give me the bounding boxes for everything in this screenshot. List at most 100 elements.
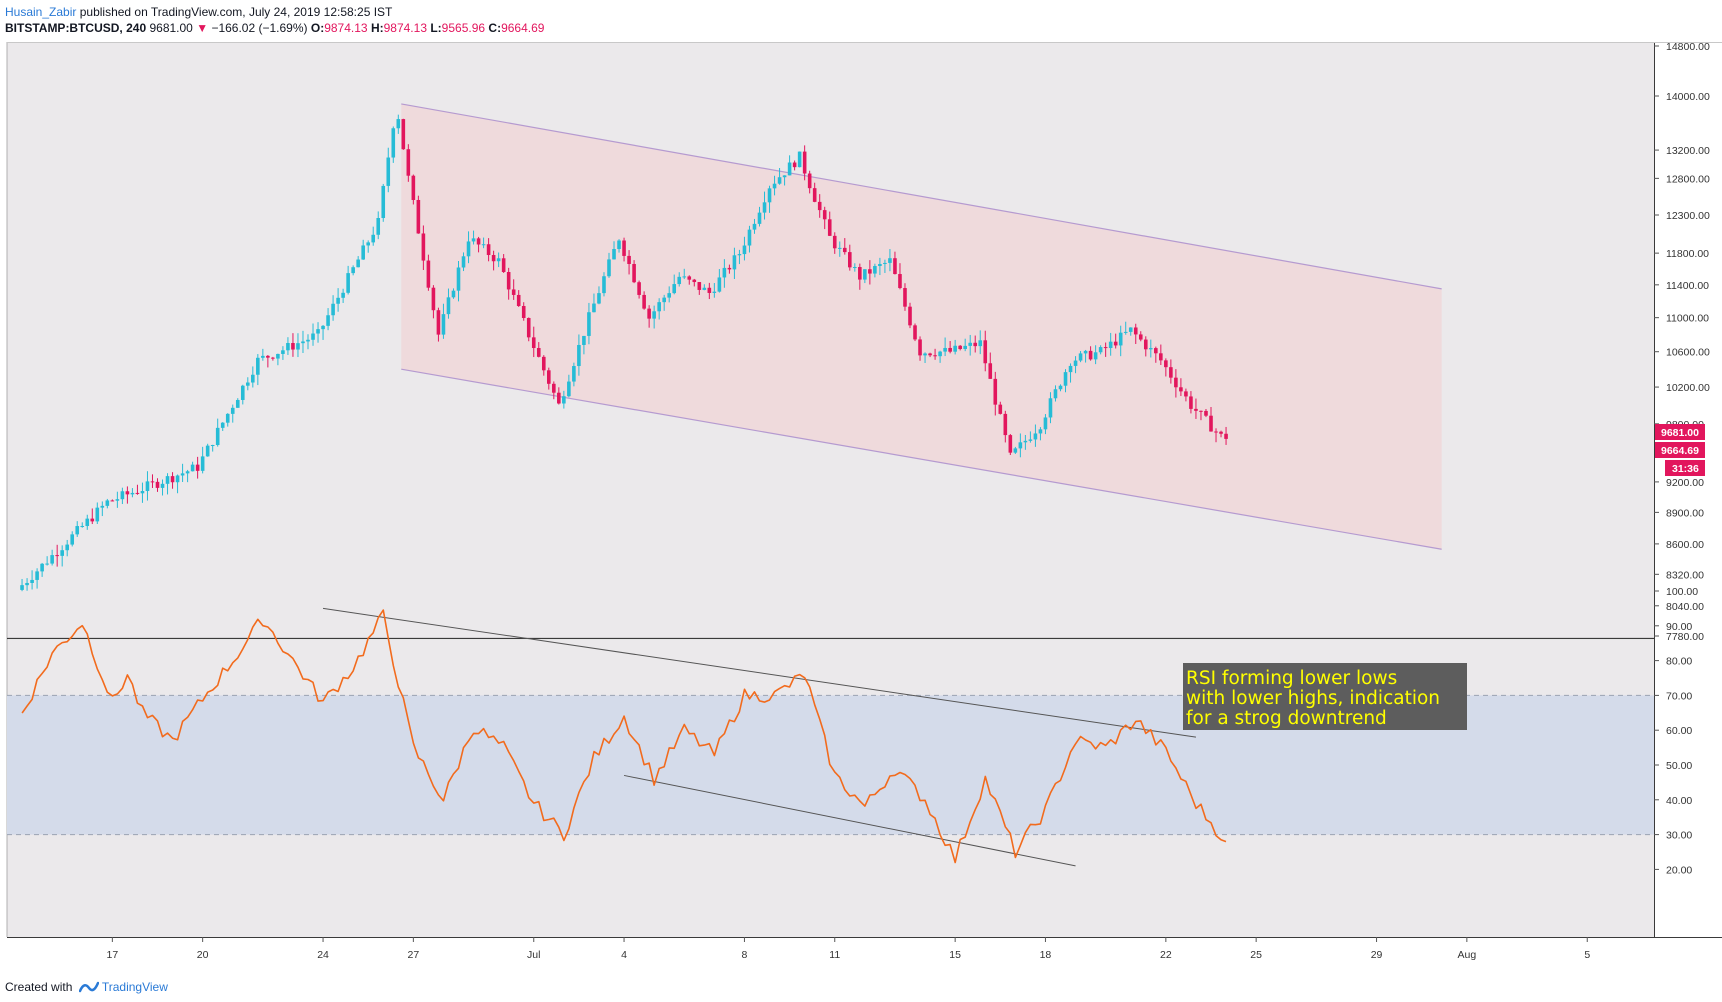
- footer: Created with TradingView: [5, 980, 168, 994]
- candle-body: [1098, 347, 1103, 353]
- candle-body: [40, 563, 44, 572]
- last-price-badge: [1655, 424, 1705, 440]
- candle-body: [1159, 353, 1163, 361]
- candle-body: [1113, 341, 1118, 346]
- rsi-axis-label: 70.00: [1666, 690, 1692, 702]
- candle-body: [762, 202, 767, 213]
- candle-body: [1078, 353, 1083, 361]
- price-axis-label: 7780.00: [1666, 631, 1704, 643]
- time-axis-ticks: 17 20 24 27 Jul 4 8 11 15 18 22 25 29 Aug 5: [107, 937, 1590, 961]
- candle-body: [772, 183, 777, 189]
- candle-body: [592, 303, 596, 313]
- candle-body: [938, 351, 942, 357]
- candle-body: [1028, 439, 1033, 441]
- candle-body: [301, 341, 305, 344]
- candle-body: [256, 357, 260, 375]
- candle-body: [617, 240, 621, 250]
- candle-body: [321, 325, 325, 330]
- candle-body: [85, 518, 90, 526]
- tradingview-logo-icon: [78, 981, 99, 993]
- candle-body: [336, 297, 340, 304]
- candle-body: [341, 292, 345, 298]
- candle-body: [351, 267, 355, 274]
- candle-body: [526, 317, 531, 338]
- candle-body: [346, 273, 350, 293]
- candle-body: [782, 175, 787, 178]
- candle-body: [220, 422, 225, 428]
- price-axis-label: 8040.00: [1666, 601, 1704, 613]
- candle-body: [1184, 391, 1188, 397]
- candle-body: [657, 302, 661, 312]
- candle-body: [567, 381, 571, 397]
- candle-body: [531, 337, 536, 349]
- candle-body: [978, 340, 983, 347]
- candle-body: [1118, 332, 1123, 346]
- candle-body: [396, 119, 401, 129]
- published-text: published on TradingView.com, July 24, 2…: [79, 5, 393, 19]
- price-axis-ticks: 14800.00 14000.00 13200.00 12800.00 12300.00…: [1654, 41, 1710, 643]
- candle-body: [797, 151, 802, 168]
- candle-body: [888, 258, 892, 263]
- price-axis-label: 14800.00: [1666, 41, 1710, 53]
- candle-body: [406, 149, 411, 176]
- candle-body: [1219, 431, 1223, 434]
- candle-body: [958, 345, 962, 350]
- candle-body: [582, 335, 586, 345]
- candle-body: [536, 348, 541, 357]
- candle-body: [75, 526, 80, 535]
- candle-body: [577, 344, 581, 367]
- candle-body: [1164, 360, 1168, 368]
- candle-body: [677, 276, 682, 285]
- candle-body: [200, 456, 205, 471]
- candle-body: [426, 260, 431, 288]
- candle-body: [411, 175, 416, 200]
- time-axis-label: 15: [949, 949, 961, 961]
- candle-body: [416, 199, 421, 234]
- candle-body: [431, 287, 436, 311]
- candle-body: [251, 374, 255, 383]
- time-axis-label: 20: [197, 949, 209, 961]
- candle-body: [602, 276, 606, 294]
- price-axis-label: 8600.00: [1666, 539, 1704, 551]
- candle-body: [597, 293, 601, 304]
- candle-body: [401, 119, 406, 150]
- candle-body: [767, 188, 772, 203]
- candle-body: [80, 525, 85, 527]
- candle-body: [70, 534, 75, 545]
- candle-body: [436, 310, 441, 335]
- chart-header: Husain_Zabir published on TradingView.co…: [5, 4, 1505, 36]
- header-line-1: Husain_Zabir published on TradingView.co…: [5, 4, 1505, 20]
- candle-body: [316, 329, 320, 334]
- candle-body: [1073, 360, 1078, 366]
- candle-body: [441, 314, 446, 335]
- price-axis-label: 8320.00: [1666, 569, 1704, 581]
- candle-body: [446, 297, 451, 315]
- symbol-label[interactable]: BITSTAMP:BTCUSD, 240: [5, 21, 147, 35]
- candle-body: [1088, 350, 1093, 360]
- tradingview-brand-link[interactable]: TradingView: [101, 980, 168, 994]
- time-axis-label: 27: [408, 949, 420, 961]
- candle-body: [903, 288, 907, 307]
- time-axis-label: Aug: [1458, 949, 1477, 961]
- candle-body: [1108, 341, 1113, 349]
- close-price-badge-text: 9664.69: [1661, 445, 1699, 457]
- candle-body: [35, 571, 39, 580]
- candle-body: [848, 252, 852, 268]
- author-link[interactable]: Husain_Zabir: [5, 5, 77, 19]
- last-price-badge-text: 9681.00: [1661, 427, 1699, 439]
- countdown-badge: [1665, 460, 1705, 476]
- candle-body: [807, 173, 812, 189]
- candle-body: [822, 210, 827, 220]
- candle-body: [371, 234, 376, 243]
- time-axis-label: 25: [1250, 949, 1262, 961]
- candle-body: [968, 342, 972, 346]
- candle-body: [306, 339, 310, 342]
- candle-body: [516, 294, 521, 307]
- time-axis-label: 4: [621, 949, 627, 961]
- candle-body: [752, 223, 757, 230]
- candle-body: [461, 256, 466, 268]
- candle-body: [175, 475, 180, 483]
- candle-body: [1013, 448, 1018, 453]
- candle-body: [707, 287, 712, 293]
